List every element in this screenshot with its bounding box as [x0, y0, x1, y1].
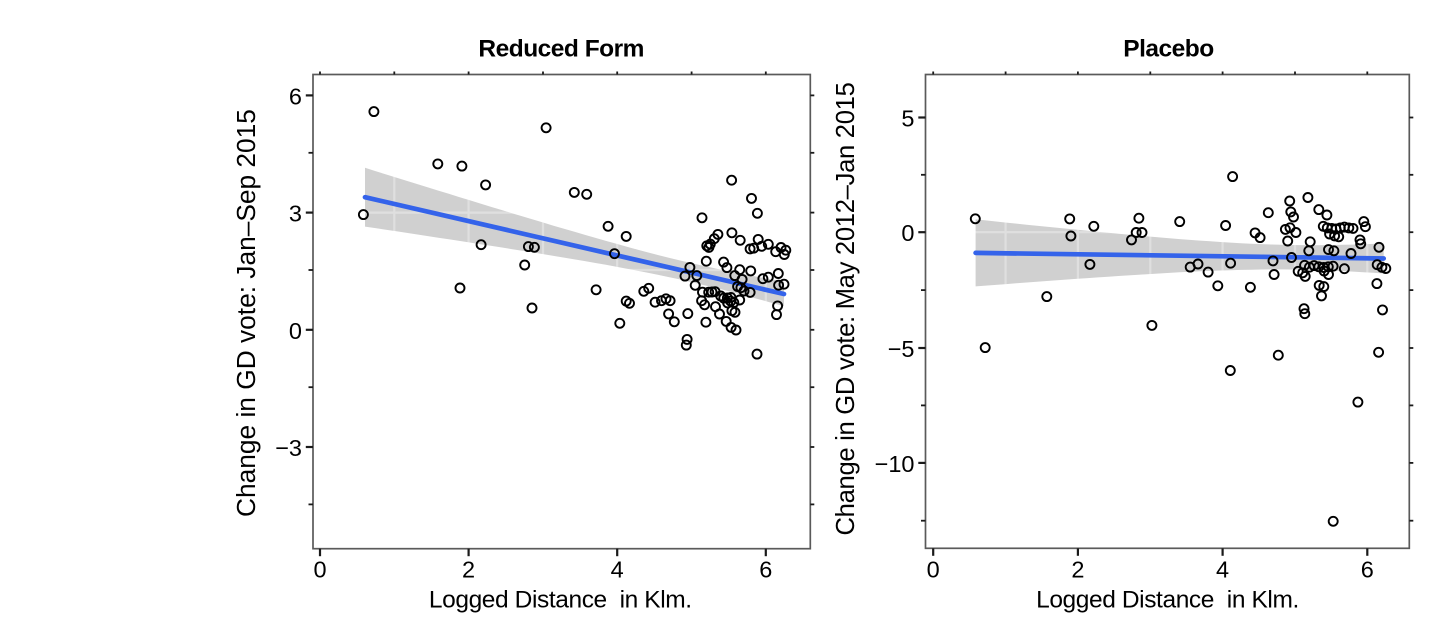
- svg-text:5: 5: [901, 106, 914, 132]
- svg-text:3: 3: [289, 201, 302, 227]
- svg-text:−3: −3: [275, 435, 302, 461]
- svg-text:Logged Distance in Klm.: Logged Distance in Klm.: [429, 587, 692, 614]
- svg-text:4: 4: [611, 557, 624, 583]
- svg-text:0: 0: [289, 318, 302, 344]
- svg-text:6: 6: [1361, 556, 1374, 582]
- svg-text:2: 2: [1071, 556, 1084, 582]
- svg-text:0: 0: [901, 220, 914, 246]
- svg-text:2: 2: [462, 557, 475, 583]
- svg-text:−5: −5: [888, 336, 915, 362]
- svg-text:0: 0: [313, 557, 326, 583]
- svg-text:0: 0: [927, 556, 940, 582]
- svg-text:Change in GD vote: Jan–Sep 201: Change in GD vote: Jan–Sep 2015: [231, 109, 261, 517]
- svg-text:Logged Distance in Klm.: Logged Distance in Klm.: [1036, 587, 1299, 614]
- svg-text:6: 6: [759, 557, 772, 583]
- svg-text:6: 6: [289, 83, 302, 109]
- svg-text:Placebo: Placebo: [1123, 36, 1214, 63]
- svg-text:4: 4: [1216, 556, 1229, 582]
- svg-text:Change in GD vote: May 2012–Ja: Change in GD vote: May 2012–Jan 2015: [832, 82, 860, 535]
- svg-text:Reduced Form: Reduced Form: [478, 36, 644, 63]
- svg-text:−10: −10: [875, 451, 915, 477]
